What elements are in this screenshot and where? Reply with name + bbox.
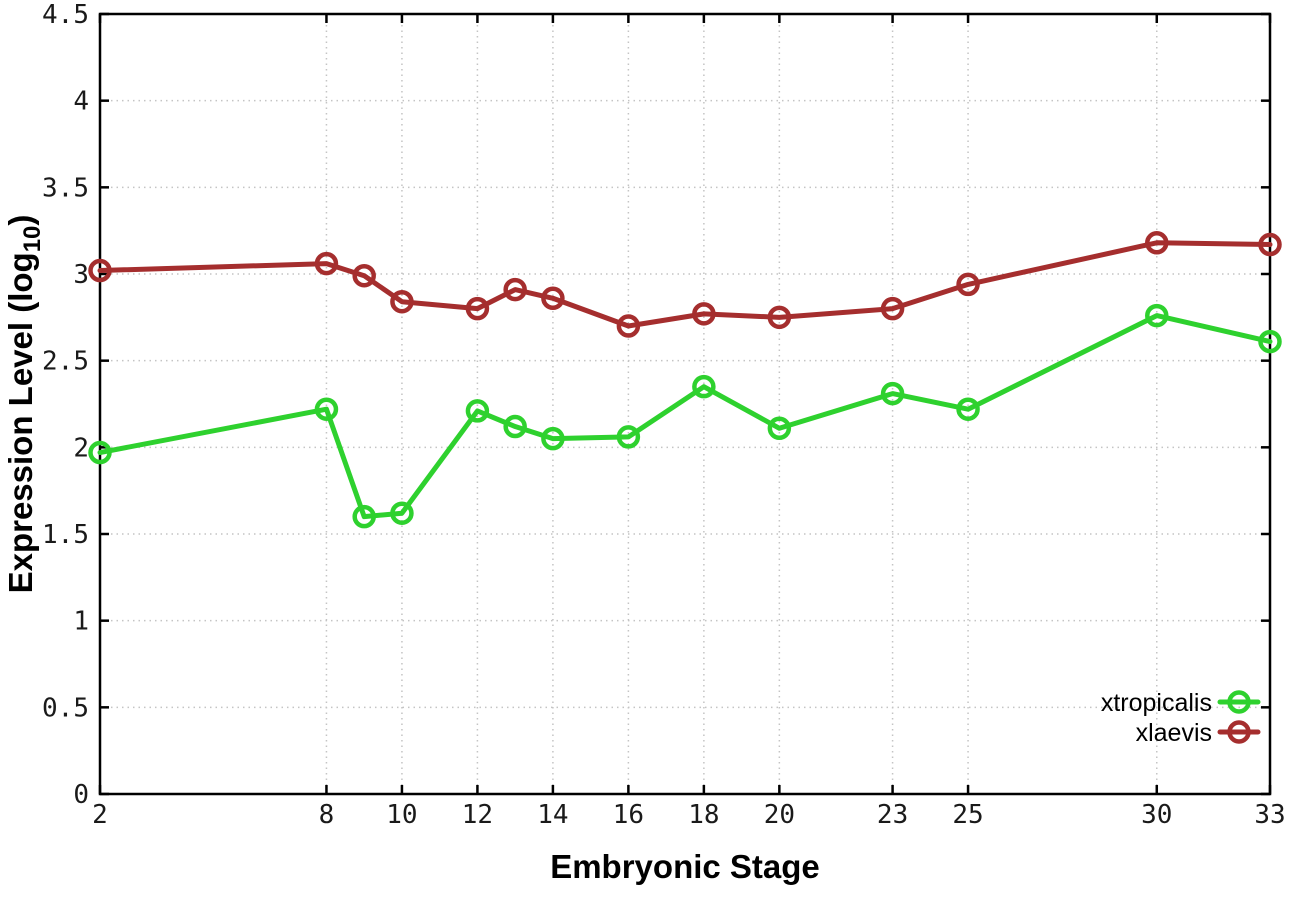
series-xtropicalis — [88, 303, 1282, 529]
series-line-xtropicalis — [97, 313, 1273, 520]
x-tick-label: 30 — [1141, 800, 1172, 830]
y-axis-title-subscript: 10 — [19, 226, 46, 253]
data-point-xlaevis — [767, 305, 792, 330]
legend-label-xlaevis: xlaevis — [1136, 719, 1212, 747]
data-point-xlaevis — [314, 251, 339, 276]
y-tick-label: 4 — [73, 87, 89, 117]
data-point-xlaevis — [541, 286, 565, 311]
data-point-xtropicalis — [1258, 329, 1282, 354]
data-point-xlaevis — [616, 314, 641, 338]
grid-lines — [100, 14, 1270, 794]
y-tick-label: 2.5 — [42, 347, 89, 377]
plot-border — [98, 12, 1272, 796]
legend-marker-xtropicalis — [1227, 690, 1251, 714]
data-point-xlaevis — [956, 272, 980, 297]
x-tick-label: 8 — [319, 800, 335, 830]
x-tick-label: 16 — [613, 800, 644, 830]
x-tick-label: 2 — [92, 800, 108, 830]
x-axis-title: Embryonic Stage — [550, 848, 820, 885]
legend-entry-xlaevis: xlaevis — [1136, 719, 1261, 747]
data-point-xtropicalis — [503, 414, 527, 439]
legend-entry-xtropicalis: xtropicalis — [1101, 689, 1261, 717]
x-tick-label: 25 — [952, 800, 983, 830]
data-point-xlaevis — [1258, 232, 1282, 257]
data-point-xtropicalis — [616, 425, 641, 449]
y-tick-label: 1.5 — [42, 520, 89, 550]
data-point-xlaevis — [88, 258, 112, 283]
y-tick-label: 0.5 — [42, 693, 89, 723]
x-tick-label: 33 — [1254, 800, 1285, 830]
data-point-xtropicalis — [314, 397, 339, 421]
x-tick-label: 14 — [537, 800, 568, 830]
y-tick-label: 4.5 — [42, 0, 89, 30]
x-tick-label: 18 — [688, 800, 719, 830]
axis-ticks — [98, 12, 1272, 796]
y-tick-label: 3 — [73, 260, 89, 290]
y-tick-label: 3.5 — [42, 173, 89, 203]
y-axis-title-close-paren: ) — [2, 215, 39, 226]
data-point-xtropicalis — [88, 440, 112, 465]
data-point-xtropicalis — [541, 426, 565, 451]
x-tick-label: 20 — [764, 800, 795, 830]
data-point-xtropicalis — [465, 399, 490, 423]
data-point-xtropicalis — [352, 504, 376, 529]
y-axis-title-main: Expression Level (log — [2, 252, 39, 593]
data-point-xtropicalis — [390, 501, 414, 525]
x-tick-label: 12 — [462, 800, 493, 830]
x-tick-label: 10 — [386, 800, 417, 830]
legend-marker-xlaevis — [1227, 720, 1251, 744]
x-tick-label: 23 — [877, 800, 908, 830]
data-point-xlaevis — [1145, 231, 1169, 255]
series-xlaevis — [88, 231, 1282, 338]
data-point-xlaevis — [503, 277, 527, 302]
series-line-xlaevis — [97, 240, 1273, 329]
y-tick-label: 2 — [73, 433, 89, 463]
data-point-xtropicalis — [692, 374, 716, 399]
data-series — [88, 231, 1282, 529]
data-point-xtropicalis — [880, 381, 905, 406]
y-tick-label: 0 — [73, 780, 89, 810]
legend-label-xtropicalis: xtropicalis — [1101, 689, 1212, 717]
data-point-xlaevis — [390, 289, 414, 314]
data-point-xlaevis — [880, 296, 905, 321]
y-tick-label: 1 — [73, 607, 89, 637]
data-point-xtropicalis — [956, 397, 980, 421]
data-point-xlaevis — [692, 302, 716, 326]
y-axis-title: Expression Level (log10) — [2, 215, 46, 594]
tick-labels: 2 8 10 12 14 16 18 20 23 25 30 33 0 0.5 1 1.5 2 2.5 3 3.5 4 4… — [42, 0, 1286, 830]
data-point-xtropicalis — [767, 416, 792, 441]
data-point-xlaevis — [352, 263, 376, 288]
data-point-xtropicalis — [1145, 303, 1169, 328]
data-point-xlaevis — [465, 296, 490, 321]
